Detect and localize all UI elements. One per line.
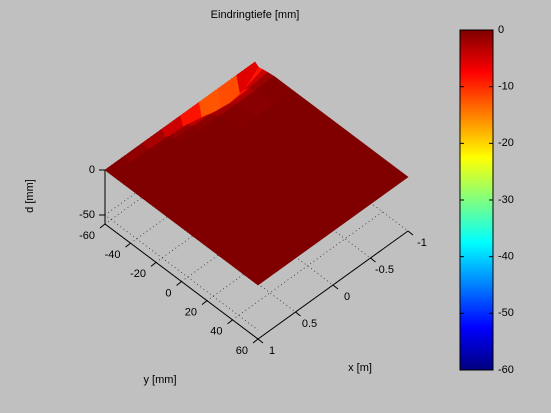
- x-axis-label: x [m]: [348, 362, 372, 374]
- x-tick-label: -1: [417, 237, 427, 249]
- x-tick-label: -0.5: [375, 264, 394, 276]
- colorbar-tick-label: 0: [498, 24, 504, 36]
- colorbar: [459, 29, 494, 371]
- x-tick: [407, 230, 414, 236]
- y-tick-label: 20: [185, 307, 197, 319]
- z-axis-label: d [mm]: [24, 179, 36, 213]
- x-tick-label: 0.5: [302, 318, 317, 330]
- y-tick-label: -60: [79, 230, 95, 242]
- colorbar-tick-label: -50: [498, 307, 514, 319]
- y-tick: [227, 319, 233, 325]
- y-tick-label: 40: [210, 326, 222, 338]
- y-tick: [176, 281, 182, 286]
- x-tick: [332, 284, 339, 290]
- x-tick: [257, 338, 264, 344]
- z-tick-label: 0: [89, 164, 95, 176]
- y-tick-label: 0: [165, 287, 171, 299]
- x-tick: [370, 257, 376, 263]
- grid-line: [232, 211, 383, 321]
- y-tick: [150, 261, 157, 267]
- y-tick: [125, 242, 131, 248]
- colorbar-tick-label: -40: [498, 251, 514, 263]
- y-tick: [252, 338, 259, 344]
- colorbar-tick-label: -60: [498, 364, 514, 376]
- y-axis-label: y [mm]: [144, 374, 177, 386]
- x-tick: [295, 311, 301, 317]
- x-tick-label: 1: [269, 345, 275, 357]
- y-tick-label: 60: [236, 345, 248, 357]
- x-tick-label: 0: [344, 291, 350, 303]
- y-tick-label: -20: [130, 268, 146, 280]
- y-tick: [201, 300, 208, 306]
- colorbar-tick-label: -20: [498, 137, 514, 149]
- z-tick-label: -50: [79, 209, 95, 221]
- surface-cell: [219, 242, 278, 286]
- colorbar-tick-label: -30: [498, 194, 514, 206]
- y-tick: [99, 223, 106, 229]
- chart-title: Eindringtiefe [mm]: [211, 9, 300, 21]
- colorbar-tick-label: -10: [498, 81, 514, 93]
- y-tick-label: -40: [105, 249, 121, 261]
